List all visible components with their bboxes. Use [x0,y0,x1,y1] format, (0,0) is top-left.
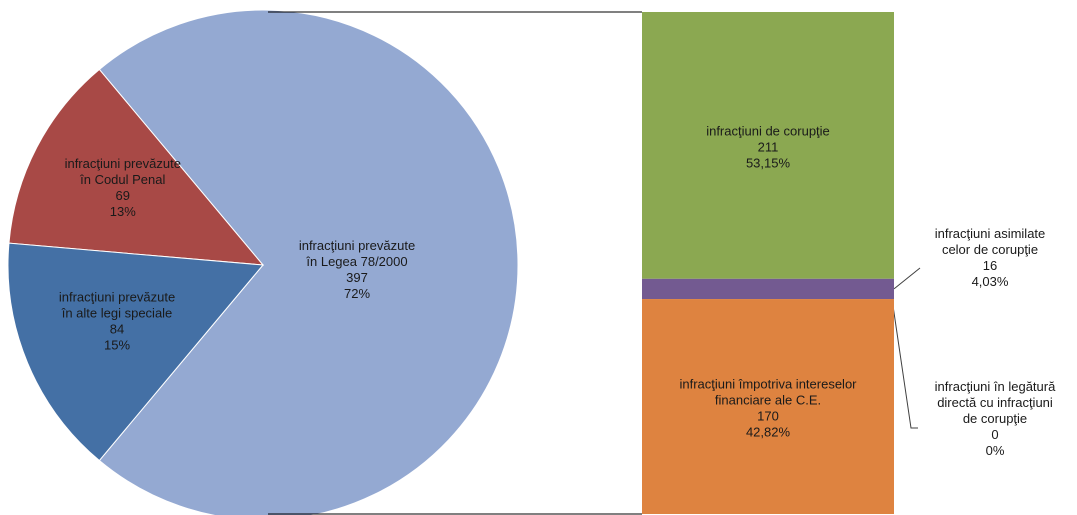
pie-label-infractiuni-prevazute-in-codul-penal-line: 69 [116,188,130,203]
bar-label-infractiuni-impotriva-intereselor-financiare-ale-c-e-line: financiare ale C.E. [715,393,821,408]
stacked-bar [642,12,894,514]
bar-label-infractiuni-asimilate-celor-de-coruptie-line: 16 [983,258,997,273]
pie-label-infractiuni-prevazute-in-codul-penal: infracţiuni prevăzute în Codul Penal 69 13% [65,156,181,219]
pie-label-infractiuni-prevazute-in-legea-78-2000-line: 397 [346,270,368,285]
bar-label-infractiuni-de-coruptie: infracţiuni de corupţie 211 53,15% [706,123,830,170]
pie-label-infractiuni-prevazute-in-codul-penal-line: 13% [110,204,136,219]
bar-label-infractiuni-impotriva-intereselor-financiare-ale-c-e-line: 42,82% [746,425,791,440]
bar-label-infractiuni-de-coruptie-line: 53,15% [746,155,791,170]
pie-slice-infractiuni-prevazute-in-codul-penal [8,68,265,266]
bar-label-infractiuni-asimilate-celor-de-coruptie-line: infracţiuni asimilate [935,226,1046,241]
pie-label-infractiuni-prevazute-in-legea-78-2000-line: în Legea 78/2000 [305,254,407,269]
pie-label-infractiuni-prevazute-in-alte-legi-speciale-line: 15% [104,338,130,353]
bar-label-infractiuni-impotriva-intereselor-financiare-ale-c-e-line: infracţiuni împotriva intereselor [679,377,857,392]
pie-label-infractiuni-prevazute-in-alte-legi-speciale: infracţiuni prevăzute în alte legi specia… [59,290,175,353]
bar-label-infractiuni-in-legatura-directa-cu-infractiuni-de-coruptie: infracţiuni în legătură directă cu infrac… [935,379,1056,458]
pie-label-infractiuni-prevazute-in-alte-legi-speciale-line: în alte legi speciale [61,306,173,321]
pie [7,9,519,515]
bar-label-infractiuni-impotriva-intereselor-financiare-ale-c-e-line: 170 [757,409,779,424]
pie-label-infractiuni-prevazute-in-legea-78-2000-line: infracţiuni prevăzute [299,238,415,253]
pie-bar-connectors [268,11,921,515]
bar-label-infractiuni-impotriva-intereselor-financiare-ale-c-e: infracţiuni împotriva intereselor financi… [679,377,857,440]
bar-label-infractiuni-in-legatura-directa-cu-infractiuni-de-coruptie-line: infracţiuni în legătură [935,379,1056,394]
pie-slice-infractiuni-prevazute-in-alte-legi-speciale [7,242,265,462]
pie-label-infractiuni-prevazute-in-alte-legi-speciale-line: infracţiuni prevăzute [59,290,175,305]
pie-label-infractiuni-prevazute-in-legea-78-2000: infracţiuni prevăzute în Legea 78/2000 397… [299,238,415,301]
bar-label-infractiuni-asimilate-celor-de-coruptie-line: 4,03% [972,274,1009,289]
bar-label-infractiuni-in-legatura-directa-cu-infractiuni-de-coruptie-line: 0 [991,427,998,442]
bar-label-infractiuni-de-coruptie-line: 211 [758,139,779,154]
bar-segment-infractiuni-de-coruptie [642,12,894,279]
pie-label-infractiuni-prevazute-in-codul-penal-line: în Codul Penal [79,172,165,187]
data-labels: infracţiuni prevăzute în Legea 78/2000 397… [59,123,1056,458]
bar-label-infractiuni-in-legatura-directa-cu-infractiuni-de-coruptie-line: directă cu infracţiuni [937,395,1053,410]
bar-segment-infractiuni-asimilate-celor-de-coruptie [642,278,894,300]
bar-label-infractiuni-asimilate-celor-de-coruptie-line: celor de corupţie [942,242,1038,257]
bar-label-infractiuni-de-coruptie-line: infracţiuni de corupţie [706,123,830,138]
pie-label-infractiuni-prevazute-in-alte-legi-speciale-line: 84 [110,322,124,337]
bar-label-infractiuni-in-legatura-directa-cu-infractiuni-de-coruptie-line: 0% [986,443,1005,458]
bar-label-infractiuni-in-legatura-directa-cu-infractiuni-de-coruptie-line: de corupţie [963,411,1027,426]
bar-label-infractiuni-asimilate-celor-de-coruptie: infracţiuni asimilate celor de corupţie 16… [935,226,1046,289]
pie-label-infractiuni-prevazute-in-legea-78-2000-line: 72% [344,286,370,301]
leader-line-asimilate [893,267,921,290]
bar-segment-infractiuni-impotriva-intereselor-financiare-ale-c-e [642,299,894,514]
leader-line-legatura [891,298,918,429]
pie-slice-infractiuni-prevazute-in-legea-78-2000 [98,9,519,515]
pie-label-infractiuni-prevazute-in-codul-penal-line: infracţiuni prevăzute [65,156,181,171]
